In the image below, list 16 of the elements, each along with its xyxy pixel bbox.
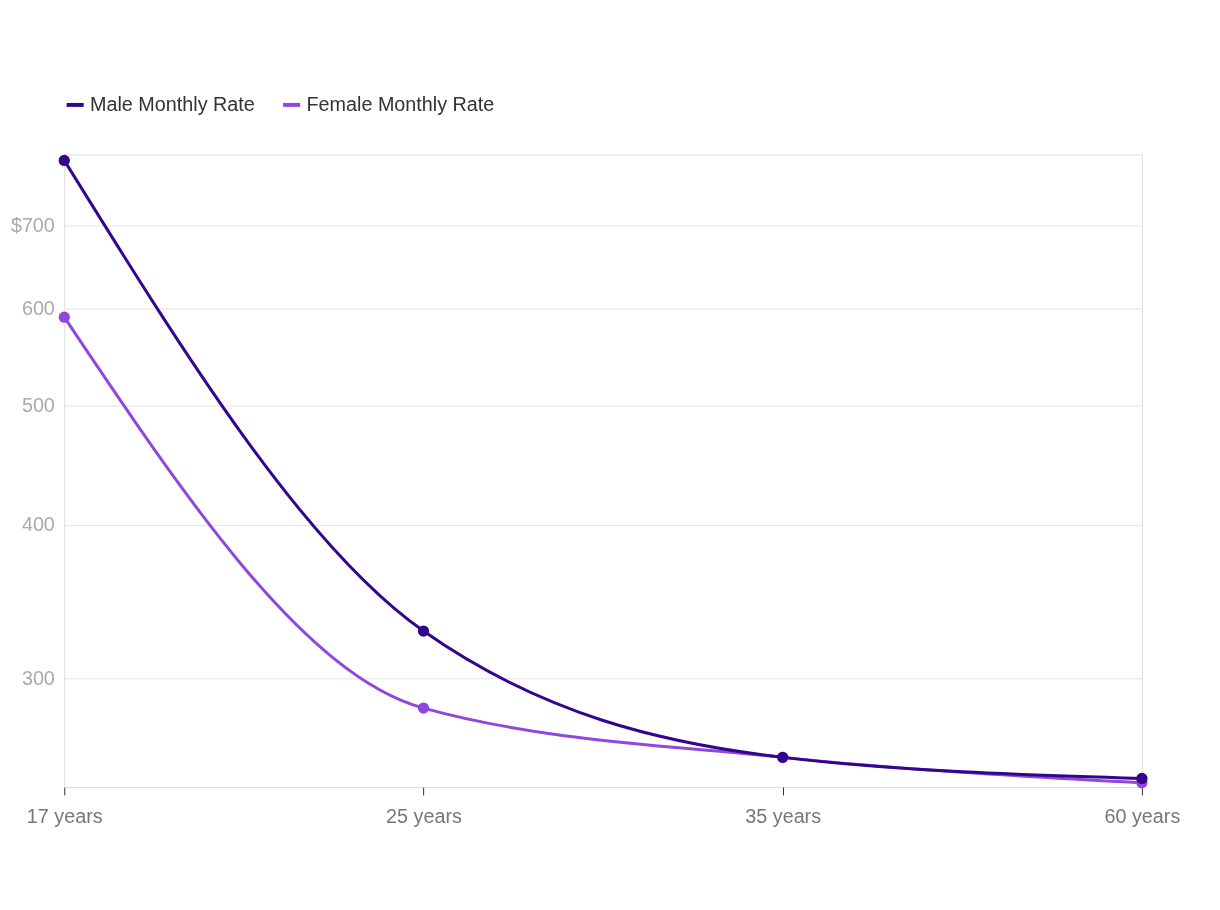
y-tick-label: 600 [21, 296, 55, 319]
point [417, 625, 430, 637]
legend-label: Male Monthly Rate [89, 92, 255, 115]
x-tick-label: 60 years [1104, 805, 1181, 828]
x-tick-label: 25 years [386, 805, 462, 828]
x-tick-label: 17 years [26, 805, 103, 828]
point [58, 154, 70, 167]
y-tick-label: 300 [21, 667, 55, 690]
point [1136, 772, 1148, 785]
y-tick-label: 500 [21, 394, 55, 417]
y-tick-label: 400 [21, 513, 55, 536]
legend-label: Female Monthly Rate [306, 92, 495, 115]
x-tick-label: 35 years [745, 805, 822, 828]
point [417, 702, 430, 714]
y-tick-label: $700 [10, 214, 55, 237]
point [58, 311, 70, 323]
